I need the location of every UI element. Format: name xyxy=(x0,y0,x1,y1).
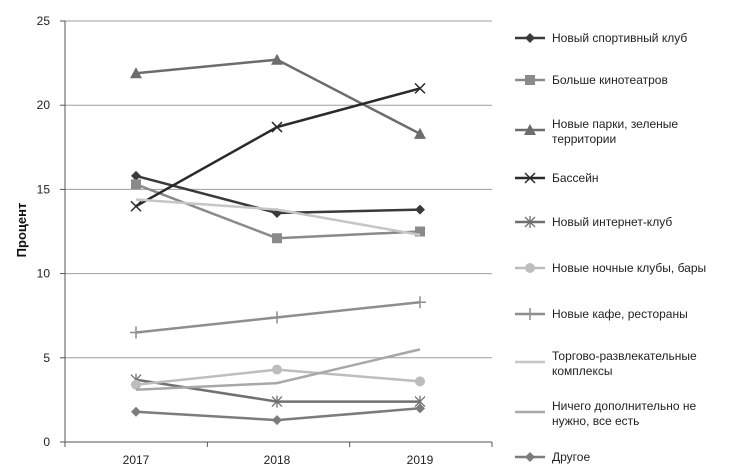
legend-label: Другое xyxy=(552,450,590,464)
x-tick-label: 2018 xyxy=(264,453,291,467)
data-point-marker xyxy=(272,364,282,375)
series-6 xyxy=(131,364,425,390)
data-point-marker xyxy=(271,395,283,408)
x-tick-label: 2019 xyxy=(407,453,434,467)
y-tick-label: 10 xyxy=(37,267,51,281)
data-point-marker xyxy=(130,326,142,339)
data-point-marker xyxy=(131,179,141,190)
data-point-marker xyxy=(130,67,142,79)
series-7 xyxy=(130,296,426,339)
data-point-marker xyxy=(414,127,426,139)
legend-label: Новые парки, зеленые территории xyxy=(552,117,678,146)
legend: Новый спортивный клуб Больше кинотеатров Н… xyxy=(515,31,706,464)
data-point-marker xyxy=(271,121,283,133)
series-10 xyxy=(131,403,425,426)
legend-label: Новый интернет-клуб xyxy=(552,215,672,229)
data-point-marker xyxy=(415,376,425,387)
legend-label: Новые ночные клубы, бары xyxy=(552,261,706,275)
data-point-marker xyxy=(130,200,142,212)
data-point-marker xyxy=(414,82,426,94)
axes: 0 5 10 15 20 25 2017 2018 2019 xyxy=(37,14,493,467)
y-tick-label: 15 xyxy=(37,182,51,196)
legend-swatch-marker xyxy=(524,308,536,320)
legend-swatch-marker xyxy=(525,75,535,85)
series-line xyxy=(135,198,421,237)
legend-item-3: Новые парки, зеленые территории xyxy=(515,117,678,146)
series-line xyxy=(135,87,421,208)
data-point-marker xyxy=(131,406,141,417)
legend-swatch-marker xyxy=(525,452,535,462)
series-line xyxy=(135,348,421,392)
legend-item-1: Новый спортивный клуб xyxy=(515,31,687,45)
y-axis-title: Процент xyxy=(14,203,29,258)
y-tick-label: 5 xyxy=(43,351,50,365)
series-4 xyxy=(130,82,426,212)
data-point-marker xyxy=(271,53,283,65)
legend-label: Бассейн xyxy=(552,171,599,185)
data-point-marker xyxy=(131,170,141,181)
legend-item-4: Бассейн xyxy=(515,171,599,185)
data-point-marker xyxy=(415,204,425,215)
y-tick-label: 20 xyxy=(37,98,51,112)
series-3 xyxy=(130,53,426,139)
legend-swatch-marker xyxy=(524,216,536,228)
data-point-marker xyxy=(414,296,426,309)
data-point-marker xyxy=(131,379,141,390)
series-9 xyxy=(135,348,421,392)
legend-swatch-marker xyxy=(524,124,536,135)
legend-label: Ничего дополнительно не нужно, все есть xyxy=(552,399,696,428)
legend-label: Больше кинотеатров xyxy=(552,73,668,87)
legend-item-2: Больше кинотеатров xyxy=(515,73,668,87)
data-point-marker xyxy=(271,311,283,324)
legend-label: Новые кафе, рестораны xyxy=(552,307,688,321)
legend-swatch-marker xyxy=(525,33,535,43)
data-point-marker xyxy=(415,226,425,237)
legend-label: Новый спортивный клуб xyxy=(552,31,687,45)
legend-item-9: Ничего дополнительно не нужно, все есть xyxy=(515,399,696,428)
legend-swatch-marker xyxy=(524,172,536,184)
series-line xyxy=(135,58,421,135)
legend-item-7: Новые кафе, рестораны xyxy=(515,307,688,321)
series-lines xyxy=(130,53,426,426)
legend-item-8: Торгово-развлекательные комплексы xyxy=(515,349,697,378)
data-point-marker xyxy=(272,233,282,244)
legend-item-6: Новые ночные клубы, бары xyxy=(515,261,706,275)
legend-item-5: Новый интернет-клуб xyxy=(515,215,672,229)
data-point-marker xyxy=(272,415,282,426)
legend-label: Торгово-развлекательные комплексы xyxy=(552,349,697,378)
x-tick-label: 2017 xyxy=(123,453,150,467)
data-point-marker xyxy=(415,403,425,414)
legend-item-10: Другое xyxy=(515,450,590,464)
legend-swatch-marker xyxy=(525,263,535,273)
series-8 xyxy=(135,198,421,237)
y-tick-label: 25 xyxy=(37,14,51,28)
y-tick-label: 0 xyxy=(43,435,50,449)
gridlines xyxy=(65,20,492,359)
